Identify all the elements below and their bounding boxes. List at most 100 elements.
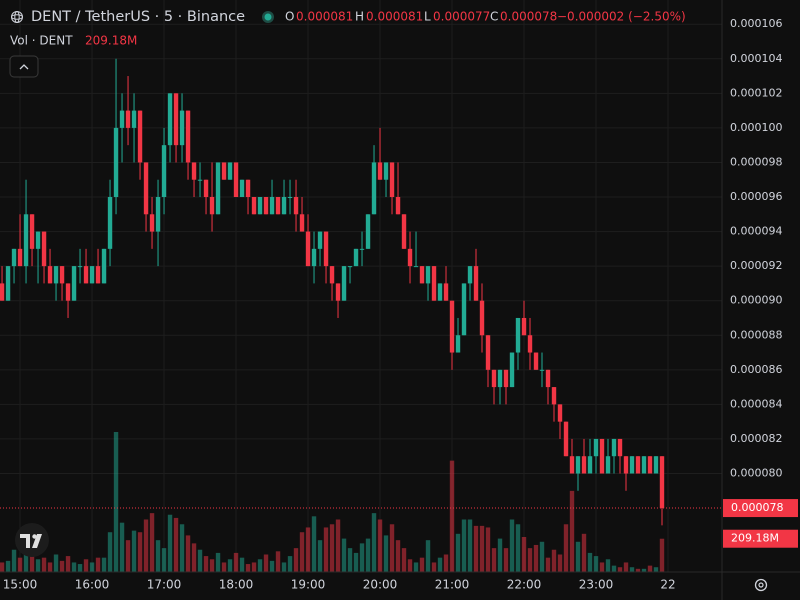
volume-bar — [617, 567, 623, 572]
volume-bar — [647, 565, 653, 572]
ohlc-key: O — [285, 10, 294, 24]
candle-body — [359, 248, 365, 250]
x-tick-label: 18:00 — [219, 578, 254, 592]
symbol-icon — [11, 11, 23, 23]
volume-bar — [509, 519, 515, 572]
volume-bar — [149, 513, 155, 572]
candle-body — [485, 335, 491, 370]
volume-bar — [359, 543, 365, 572]
candle-body — [203, 179, 209, 198]
candle-body — [401, 214, 407, 249]
candle-body — [11, 248, 17, 267]
candle-body — [209, 197, 215, 215]
candle-body — [65, 283, 71, 301]
candle-body — [275, 197, 281, 215]
candle-body — [623, 456, 629, 474]
candle-body — [515, 317, 521, 353]
volume-bar — [437, 557, 443, 572]
volume-bar — [377, 519, 383, 572]
volume-bar — [53, 554, 59, 572]
candle-body — [167, 93, 173, 146]
volume-bar — [341, 538, 347, 572]
volume-bar — [407, 559, 413, 572]
candle-body — [143, 162, 149, 215]
volume-bar — [47, 562, 53, 572]
candle-body — [23, 214, 29, 267]
candle-body — [317, 231, 323, 249]
candle-body — [119, 110, 125, 128]
candle-body — [449, 300, 455, 353]
candle-body — [335, 283, 341, 301]
candle-body — [71, 266, 77, 301]
candle-body — [443, 283, 449, 301]
candle-body — [611, 438, 617, 457]
collapse-button[interactable] — [9, 55, 39, 78]
volume-bar — [89, 562, 95, 572]
candle-body — [545, 369, 551, 388]
volume-bar — [521, 537, 527, 572]
last-price-tag — [723, 499, 798, 518]
y-tick-label: 0.000098 — [730, 155, 783, 168]
volume-bar — [551, 549, 557, 572]
gear-icon[interactable] — [754, 578, 768, 592]
gear-hub — [758, 582, 764, 588]
candle-body — [113, 127, 119, 198]
header: DENT / TetherUS · 5 · Binance O 0.000081… — [10, 9, 686, 48]
candle-body — [527, 335, 533, 353]
candle-body — [647, 456, 653, 474]
volume-bar — [365, 538, 371, 572]
volume-bar — [461, 519, 467, 572]
candle-body — [125, 110, 131, 128]
volume-bar — [533, 544, 539, 572]
candle-body — [173, 93, 179, 146]
ohlc-value: 0.000081 — [296, 10, 353, 24]
ohlc-key: H — [355, 10, 364, 24]
logo[interactable] — [15, 523, 49, 557]
volume-bar — [599, 562, 605, 572]
settings-button[interactable] — [754, 578, 768, 592]
y-tick-label: 0.000090 — [730, 294, 783, 307]
candle-body — [461, 283, 467, 336]
volume-bar — [515, 524, 521, 572]
y-tick-label: 0.000102 — [730, 86, 783, 99]
candle-body — [467, 266, 473, 284]
volume-bar — [317, 540, 323, 572]
volume-bar — [215, 552, 221, 572]
volume-bar — [299, 532, 305, 572]
candle-body — [107, 197, 113, 249]
volume-bar — [83, 559, 89, 572]
logo-dot — [32, 534, 37, 539]
y-tick-label: 0.000080 — [730, 466, 783, 479]
candle-body — [185, 110, 191, 163]
y-tick-label: 0.000082 — [730, 432, 783, 445]
candle-body — [233, 162, 239, 198]
candle-body — [491, 369, 497, 388]
candle-body — [293, 197, 299, 215]
candle-body — [431, 266, 437, 301]
button-frame[interactable] — [9, 55, 39, 78]
y-tick-label: 0.000086 — [730, 363, 783, 376]
volume-bar — [131, 530, 137, 572]
candle-body — [137, 110, 143, 163]
candle-body — [605, 456, 611, 474]
volume-bar — [629, 567, 635, 572]
candle-body — [161, 145, 167, 198]
candle-body — [653, 456, 659, 474]
volume-bar — [281, 562, 287, 572]
x-tick-label: 23:00 — [579, 578, 614, 592]
volume-bar — [245, 564, 251, 572]
candle-body — [323, 231, 329, 267]
ohlc-value: 0.000077 — [433, 10, 490, 24]
y-tick-label: 0.000084 — [730, 397, 783, 410]
volume-bar — [545, 557, 551, 572]
change: −0.000002 (−2.50%) — [557, 10, 686, 24]
candle-body — [245, 179, 251, 198]
last-price-label: 0.000078 — [731, 501, 784, 514]
candle-body — [53, 266, 59, 284]
x-tick-label: 16:00 — [75, 578, 110, 592]
candle-body — [329, 266, 335, 284]
candle-body — [551, 387, 557, 405]
volume-bar — [329, 524, 335, 572]
